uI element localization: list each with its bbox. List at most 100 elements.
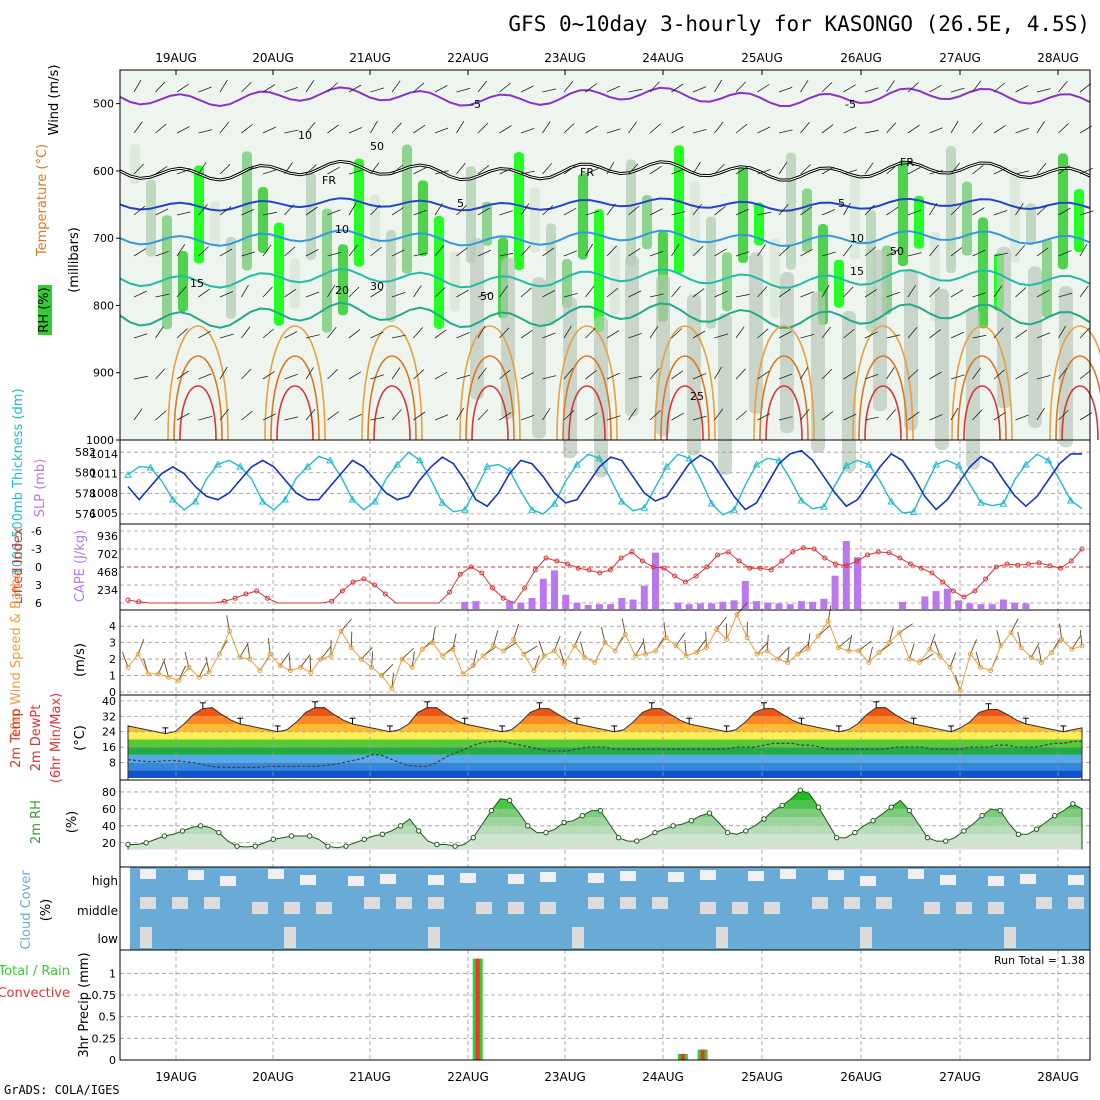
wind10-barb xyxy=(868,646,873,663)
wind-barb xyxy=(477,292,492,298)
wind-barb xyxy=(305,334,320,339)
li-point xyxy=(865,552,871,558)
wind-barb xyxy=(284,331,298,339)
surface-temp-contour xyxy=(864,385,902,441)
wind-barb xyxy=(542,247,555,257)
label-temp2m-unit: (°C) xyxy=(73,725,88,751)
wind10-ytick-label: 4 xyxy=(109,620,116,633)
temp-contour-10 xyxy=(119,229,1091,247)
wind-barb xyxy=(198,416,213,421)
cape-bar xyxy=(921,596,929,609)
li-point xyxy=(339,588,345,594)
wind-barb xyxy=(370,87,385,93)
wind-barb xyxy=(735,326,745,339)
rh-band xyxy=(128,825,1082,835)
rh-shade xyxy=(834,259,844,308)
label-rh2m: 2m RH xyxy=(29,800,44,844)
cape-bar xyxy=(955,600,963,609)
wind10-point xyxy=(917,659,923,665)
cloud-gap-mid xyxy=(204,897,220,909)
wind10-barb xyxy=(158,659,166,675)
surface-temp-contour xyxy=(1055,355,1100,441)
cloud-gap-mid xyxy=(620,897,636,909)
wind-barb xyxy=(692,203,703,216)
date-label-bottom: 26AUG xyxy=(840,1070,882,1084)
wind-barb xyxy=(305,291,320,298)
wind-barb xyxy=(714,79,723,93)
li-point xyxy=(1079,546,1085,552)
thickness-point xyxy=(662,462,671,470)
surface-temp-contour xyxy=(765,385,803,441)
wind-barb xyxy=(864,87,879,93)
wind-barb xyxy=(434,85,448,93)
wind-barb xyxy=(348,84,362,93)
wind10-barb xyxy=(933,640,941,656)
wind-barb xyxy=(714,206,726,216)
wind-barb xyxy=(327,326,337,339)
date-label-top: 28AUG xyxy=(1037,51,1079,65)
wind-barb xyxy=(1036,407,1045,421)
li-point xyxy=(372,582,378,588)
wind-barb xyxy=(993,369,1005,380)
li-point xyxy=(468,564,474,570)
cape-bar xyxy=(753,601,761,609)
wind10-barb xyxy=(533,655,540,671)
wind-barb xyxy=(133,205,146,216)
wind-barb xyxy=(327,369,338,380)
slp-line xyxy=(127,449,1082,511)
wind-barb xyxy=(542,290,556,298)
wind-barb xyxy=(757,328,769,339)
rh2m-point xyxy=(179,828,186,834)
wind-barb xyxy=(972,409,983,421)
wind-barb xyxy=(520,203,530,216)
date-label-top: 25AUG xyxy=(741,51,783,65)
li-point xyxy=(243,591,249,597)
cape-bar xyxy=(708,603,716,609)
wind-barb xyxy=(219,121,230,134)
thickness-line xyxy=(127,451,1083,516)
rh-shade xyxy=(178,250,188,312)
wind-barb xyxy=(434,329,447,339)
wind-barb xyxy=(1079,210,1094,216)
wind10-point xyxy=(825,618,831,624)
wind-barb xyxy=(1036,289,1050,298)
wind-barb xyxy=(757,84,770,93)
contour-label: -5 xyxy=(470,98,481,111)
label-precip-total: Total / Rain xyxy=(0,964,70,979)
wind-barb xyxy=(413,369,425,380)
rh2m-point xyxy=(216,829,222,836)
cloud-gap-high xyxy=(268,869,284,879)
wind-barb xyxy=(757,244,766,257)
li-point xyxy=(693,573,699,579)
li-point xyxy=(993,564,999,570)
li-point xyxy=(382,591,388,597)
surface-temp-contour xyxy=(264,325,326,441)
rh-band xyxy=(128,791,1082,801)
wind-barb xyxy=(542,163,553,175)
cape-bar xyxy=(517,602,525,609)
wind-barb xyxy=(628,205,640,216)
wind-barb xyxy=(671,211,686,216)
li-point xyxy=(329,598,335,604)
li-point xyxy=(597,570,603,576)
cloud-gap-high xyxy=(860,876,876,886)
wind-barb xyxy=(198,204,208,216)
cloud-cover-panel: high middle low xyxy=(77,866,1091,951)
wind-barb xyxy=(628,248,641,257)
date-label-bottom: 27AUG xyxy=(939,1070,981,1084)
wind10-barb xyxy=(267,638,271,655)
wind-barb xyxy=(370,120,378,134)
wind-barb xyxy=(348,169,363,175)
wind-barb xyxy=(155,166,168,175)
cloud-gap-mid xyxy=(844,897,860,909)
wind-barb xyxy=(219,79,228,93)
thickness-point xyxy=(999,499,1008,507)
date-label-top: 21AUG xyxy=(349,51,391,65)
wind-barb xyxy=(219,366,228,380)
wind-barb xyxy=(671,83,684,93)
rh-shade-low xyxy=(594,316,608,478)
rh-shade xyxy=(354,158,364,267)
wind-barb xyxy=(477,122,489,134)
wind-barb xyxy=(692,86,707,93)
wind-barb xyxy=(563,325,572,339)
